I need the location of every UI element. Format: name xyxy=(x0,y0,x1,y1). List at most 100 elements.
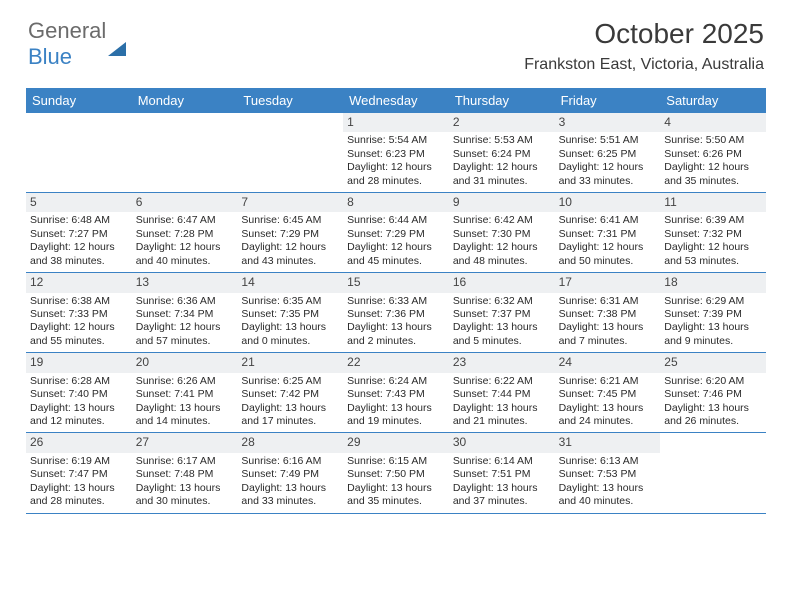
day-info-line: and 9 minutes. xyxy=(664,335,762,348)
day-cell: 6Sunrise: 6:47 AMSunset: 7:28 PMDaylight… xyxy=(132,193,238,272)
calendar: Sunday Monday Tuesday Wednesday Thursday… xyxy=(26,88,766,514)
day-info-line: Sunset: 7:50 PM xyxy=(347,468,445,481)
day-info-line: Sunset: 6:24 PM xyxy=(453,148,551,161)
day-info-line: Sunrise: 6:42 AM xyxy=(453,214,551,227)
day-info-line: and 2 minutes. xyxy=(347,335,445,348)
day-info-line: and 45 minutes. xyxy=(347,255,445,268)
day-info-line: Sunrise: 6:24 AM xyxy=(347,375,445,388)
day-cell: 4 Sunrise: 5:50 AMSunset: 6:26 PMDaylight… xyxy=(660,113,766,192)
day-info-line: Sunset: 7:27 PM xyxy=(30,228,128,241)
day-cell xyxy=(132,113,238,192)
day-info-line: Sunrise: 6:48 AM xyxy=(30,214,128,227)
day-cell: 29Sunrise: 6:15 AMSunset: 7:50 PMDayligh… xyxy=(343,433,449,512)
day-cell: 10Sunrise: 6:41 AMSunset: 7:31 PMDayligh… xyxy=(555,193,661,272)
day-cell: 19Sunrise: 6:28 AMSunset: 7:40 PMDayligh… xyxy=(26,353,132,432)
day-info-line: and 14 minutes. xyxy=(136,415,234,428)
day-info-line: Daylight: 13 hours xyxy=(453,402,551,415)
day-info-line: Sunset: 7:35 PM xyxy=(241,308,339,321)
logo-sail-icon xyxy=(108,25,126,56)
day-cell: 7Sunrise: 6:45 AMSunset: 7:29 PMDaylight… xyxy=(237,193,343,272)
day-cell: 16Sunrise: 6:32 AMSunset: 7:37 PMDayligh… xyxy=(449,273,555,352)
calendar-week: 26Sunrise: 6:19 AMSunset: 7:47 PMDayligh… xyxy=(26,433,766,513)
day-info-line: and 0 minutes. xyxy=(241,335,339,348)
day-number: 7 xyxy=(237,193,343,212)
day-info-line: Daylight: 12 hours xyxy=(664,161,762,174)
day-info-line: Sunrise: 6:47 AM xyxy=(136,214,234,227)
day-info-line: and 37 minutes. xyxy=(453,495,551,508)
day-info-line: Sunset: 6:26 PM xyxy=(664,148,762,161)
day-info-line: and 35 minutes. xyxy=(664,175,762,188)
day-number: 11 xyxy=(660,193,766,212)
weekday-monday: Monday xyxy=(132,88,238,113)
day-number: 16 xyxy=(449,273,555,292)
logo-text-blue: Blue xyxy=(28,44,72,69)
day-info-line: Daylight: 13 hours xyxy=(241,402,339,415)
day-info-line: and 17 minutes. xyxy=(241,415,339,428)
day-number: 1 xyxy=(343,113,449,132)
weekday-thursday: Thursday xyxy=(449,88,555,113)
day-info-line: and 40 minutes. xyxy=(559,495,657,508)
day-info-line: Sunset: 6:23 PM xyxy=(347,148,445,161)
day-cell: 27 Sunrise: 6:17 AMSunset: 7:48 PMDayligh… xyxy=(132,433,238,512)
day-info-line: and 26 minutes. xyxy=(664,415,762,428)
day-cell: 23Sunrise: 6:22 AMSunset: 7:44 PMDayligh… xyxy=(449,353,555,432)
day-info-line: Daylight: 12 hours xyxy=(241,241,339,254)
day-info-line: Sunrise: 6:15 AM xyxy=(347,455,445,468)
day-info-line: and 38 minutes. xyxy=(30,255,128,268)
day-info-line: and 21 minutes. xyxy=(453,415,551,428)
day-number: 24 xyxy=(555,353,661,372)
day-number: 2 xyxy=(449,113,555,132)
day-info-line: Sunset: 7:39 PM xyxy=(664,308,762,321)
day-number: 12 xyxy=(26,273,132,292)
day-info-line: Daylight: 13 hours xyxy=(453,321,551,334)
day-info-line: Sunset: 7:31 PM xyxy=(559,228,657,241)
day-info-line: Sunrise: 6:26 AM xyxy=(136,375,234,388)
day-info-line: Sunrise: 6:29 AM xyxy=(664,295,762,308)
day-cell: 13Sunrise: 6:36 AMSunset: 7:34 PMDayligh… xyxy=(132,273,238,352)
day-info-line: Sunrise: 6:35 AM xyxy=(241,295,339,308)
day-info-line: Sunset: 7:30 PM xyxy=(453,228,551,241)
day-cell: 30Sunrise: 6:14 AMSunset: 7:51 PMDayligh… xyxy=(449,433,555,512)
day-info-line: Sunrise: 6:28 AM xyxy=(30,375,128,388)
day-cell: 25Sunrise: 6:20 AMSunset: 7:46 PMDayligh… xyxy=(660,353,766,432)
day-cell: 24Sunrise: 6:21 AMSunset: 7:45 PMDayligh… xyxy=(555,353,661,432)
day-info-line: Sunrise: 6:17 AM xyxy=(136,455,234,468)
day-info-line: and 24 minutes. xyxy=(559,415,657,428)
day-info-line: Sunset: 7:37 PM xyxy=(453,308,551,321)
day-info-line: Daylight: 13 hours xyxy=(453,482,551,495)
day-info-line: and 33 minutes. xyxy=(241,495,339,508)
day-info-line: Daylight: 13 hours xyxy=(136,482,234,495)
day-cell xyxy=(660,433,766,512)
day-info-line: Sunset: 7:38 PM xyxy=(559,308,657,321)
calendar-week: 19Sunrise: 6:28 AMSunset: 7:40 PMDayligh… xyxy=(26,353,766,433)
day-info-line: Sunset: 7:42 PM xyxy=(241,388,339,401)
day-info-line: Sunrise: 6:36 AM xyxy=(136,295,234,308)
day-info-line: Sunset: 7:53 PM xyxy=(559,468,657,481)
day-info-line: and 55 minutes. xyxy=(30,335,128,348)
day-number: 23 xyxy=(449,353,555,372)
day-info-line: and 5 minutes. xyxy=(453,335,551,348)
day-number: 26 xyxy=(26,433,132,452)
day-info-line: Sunrise: 5:50 AM xyxy=(664,134,762,147)
day-info-line: Sunset: 7:48 PM xyxy=(136,468,234,481)
day-info-line: Sunset: 7:32 PM xyxy=(664,228,762,241)
day-info-line: Sunrise: 6:38 AM xyxy=(30,295,128,308)
day-info-line: Sunset: 7:29 PM xyxy=(347,228,445,241)
day-info-line: Daylight: 12 hours xyxy=(30,321,128,334)
month-title: October 2025 xyxy=(524,18,764,50)
day-info-line: Daylight: 13 hours xyxy=(241,482,339,495)
day-info-line: and 19 minutes. xyxy=(347,415,445,428)
day-cell: 18Sunrise: 6:29 AMSunset: 7:39 PMDayligh… xyxy=(660,273,766,352)
day-cell: 8Sunrise: 6:44 AMSunset: 7:29 PMDaylight… xyxy=(343,193,449,272)
day-info-line: Sunrise: 6:20 AM xyxy=(664,375,762,388)
day-info-line: and 12 minutes. xyxy=(30,415,128,428)
day-cell: 28Sunrise: 6:16 AMSunset: 7:49 PMDayligh… xyxy=(237,433,343,512)
day-info-line: and 57 minutes. xyxy=(136,335,234,348)
day-number: 27 xyxy=(132,433,238,452)
day-info-line: Sunset: 7:51 PM xyxy=(453,468,551,481)
day-number: 4 xyxy=(660,113,766,132)
day-info-line: Daylight: 13 hours xyxy=(347,321,445,334)
day-info-line: Sunset: 7:36 PM xyxy=(347,308,445,321)
day-number: 29 xyxy=(343,433,449,452)
day-info-line: Daylight: 13 hours xyxy=(30,482,128,495)
